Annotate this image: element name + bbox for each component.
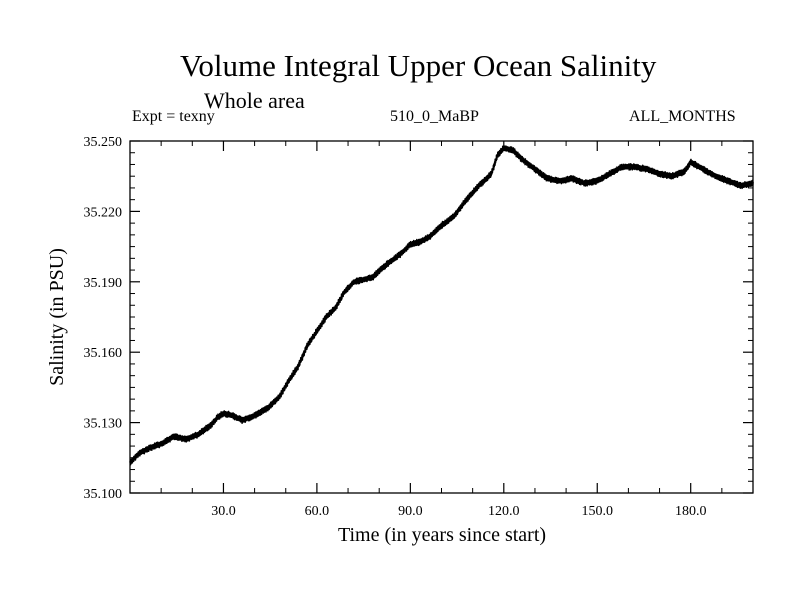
data-marks xyxy=(129,144,754,466)
y-tick-label: 35.160 xyxy=(84,346,123,361)
y-tick-label: 35.130 xyxy=(84,417,123,432)
y-tick-label: 35.220 xyxy=(84,205,123,220)
series-line-salinity xyxy=(129,144,754,466)
experiment-label: Expt = texny xyxy=(132,108,215,125)
x-tick-label: 120.0 xyxy=(488,504,520,519)
chart-title: Volume Integral Upper Ocean Salinity xyxy=(180,48,657,83)
y-tick-label: 35.190 xyxy=(84,276,123,291)
x-tick-label: 60.0 xyxy=(305,504,330,519)
y-axis-title: Salinity (in PSU) xyxy=(46,248,68,386)
x-tick-label: 180.0 xyxy=(675,504,707,519)
months-label: ALL_MONTHS xyxy=(629,108,736,125)
x-tick-label: 90.0 xyxy=(398,504,423,519)
y-tick-label: 35.100 xyxy=(84,487,123,502)
x-axis-title: Time (in years since start) xyxy=(338,524,546,546)
x-tick-label: 150.0 xyxy=(582,504,614,519)
chart-subtitle: Whole area xyxy=(204,88,305,113)
axes-group: 30.0 60.0 90.0 120.0 150.0 180.0 35.100 35.130 3… xyxy=(84,135,754,519)
plot-frame xyxy=(129,140,754,494)
y-tick-label: 35.250 xyxy=(84,135,123,150)
run-id-label: 510_0_MaBP xyxy=(390,108,479,125)
x-tick-label: 30.0 xyxy=(211,504,236,519)
